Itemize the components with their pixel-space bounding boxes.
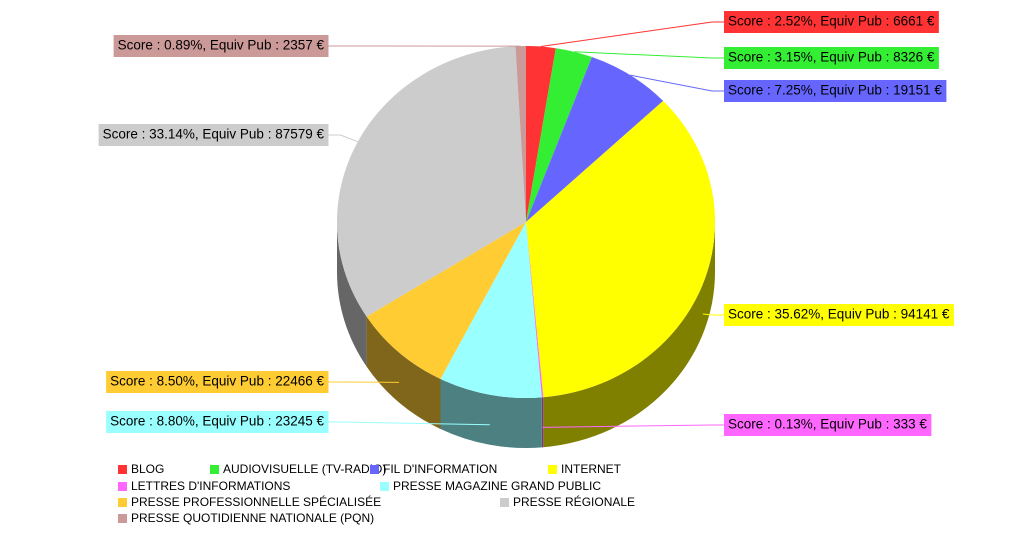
legend-label: INTERNET (561, 462, 622, 476)
legend-swatch (118, 465, 127, 474)
data-label-group: Score : 0.13%, Equiv Pub : 333 € (542, 414, 932, 436)
legend-label: FIL D'INFORMATION (383, 462, 497, 476)
legend-swatch (118, 482, 127, 491)
data-label-group: Score : 0.89%, Equiv Pub : 2357 € (113, 35, 521, 57)
slice (526, 222, 544, 398)
data-label: Score : 2.52%, Equiv Pub : 6661 € (728, 14, 935, 29)
data-label: Score : 7.25%, Equiv Pub : 19151 € (728, 83, 942, 98)
data-label-group: Score : 8.50%, Equiv Pub : 22466 € (106, 371, 400, 393)
legend-swatch (210, 465, 219, 474)
data-label-group: Score : 3.15%, Equiv Pub : 8326 € (574, 47, 939, 69)
slice (526, 57, 664, 222)
pie-tops (336, 46, 715, 398)
legend-swatch (118, 514, 127, 523)
data-label-group: Score : 33.14%, Equiv Pub : 87579 € (98, 124, 358, 146)
leader-line (630, 74, 724, 92)
data-label-box (724, 80, 947, 102)
slice-side (366, 316, 441, 429)
legend-label: PRESSE MAGAZINE GRAND PUBLIC (393, 479, 601, 493)
leader-line (540, 21, 724, 48)
leader-line (328, 421, 490, 426)
legend-swatch (370, 465, 379, 474)
data-label: Score : 0.13%, Equiv Pub : 333 € (728, 417, 927, 432)
slice (526, 48, 592, 223)
leader-line (702, 313, 724, 316)
data-label: Score : 35.62%, Equiv Pub : 94141 € (728, 307, 950, 322)
legend-swatch (118, 498, 127, 507)
slice-side (541, 397, 544, 448)
slice (440, 222, 542, 398)
data-label-group: Score : 7.25%, Equiv Pub : 19151 € (630, 74, 947, 102)
legend-swatch (548, 465, 557, 474)
slice (526, 46, 556, 222)
data-label-box (724, 11, 939, 33)
leader-line (328, 134, 358, 143)
leader-line (542, 424, 724, 428)
slice-side (543, 222, 715, 448)
data-label: Score : 0.89%, Equiv Pub : 2357 € (118, 38, 325, 53)
pie-sides (337, 222, 715, 449)
legend-label: PRESSE PROFESSIONNELLE SPÉCIALISÉE (131, 494, 381, 509)
slice-side (337, 222, 367, 367)
data-label: Score : 33.14%, Equiv Pub : 87579 € (103, 127, 325, 142)
legend-label: PRESSE RÉGIONALE (513, 494, 635, 509)
data-label-group: Score : 2.52%, Equiv Pub : 6661 € (540, 11, 939, 48)
data-label-box (724, 47, 939, 69)
legend-label: LETTRES D'INFORMATIONS (131, 479, 290, 493)
data-label-box (724, 414, 932, 436)
legend-swatch (500, 498, 509, 507)
legend-swatch (380, 482, 389, 491)
slice-side (440, 378, 542, 449)
legend-label: BLOG (131, 462, 164, 476)
data-label: Score : 8.80%, Equiv Pub : 23245 € (110, 414, 324, 429)
slice (336, 46, 526, 317)
data-label: Score : 8.50%, Equiv Pub : 22466 € (110, 374, 324, 389)
data-label: Score : 3.15%, Equiv Pub : 8326 € (728, 50, 935, 65)
slice (366, 222, 526, 379)
slice (526, 100, 715, 398)
data-label-group: Score : 35.62%, Equiv Pub : 94141 € (702, 304, 954, 326)
legend-label: AUDIOVISUELLE (TV-RADIO) (223, 462, 386, 476)
data-label-box (98, 124, 329, 146)
data-label-group: Score : 8.80%, Equiv Pub : 23245 € (106, 411, 490, 433)
data-label-box (106, 411, 329, 433)
data-label-box (106, 371, 329, 393)
legend-label: PRESSE QUOTIDIENNE NATIONALE (PQN) (131, 511, 374, 525)
data-label-box (724, 304, 954, 326)
data-label-box (113, 35, 329, 57)
slice (515, 46, 526, 222)
leader-line (574, 51, 724, 59)
